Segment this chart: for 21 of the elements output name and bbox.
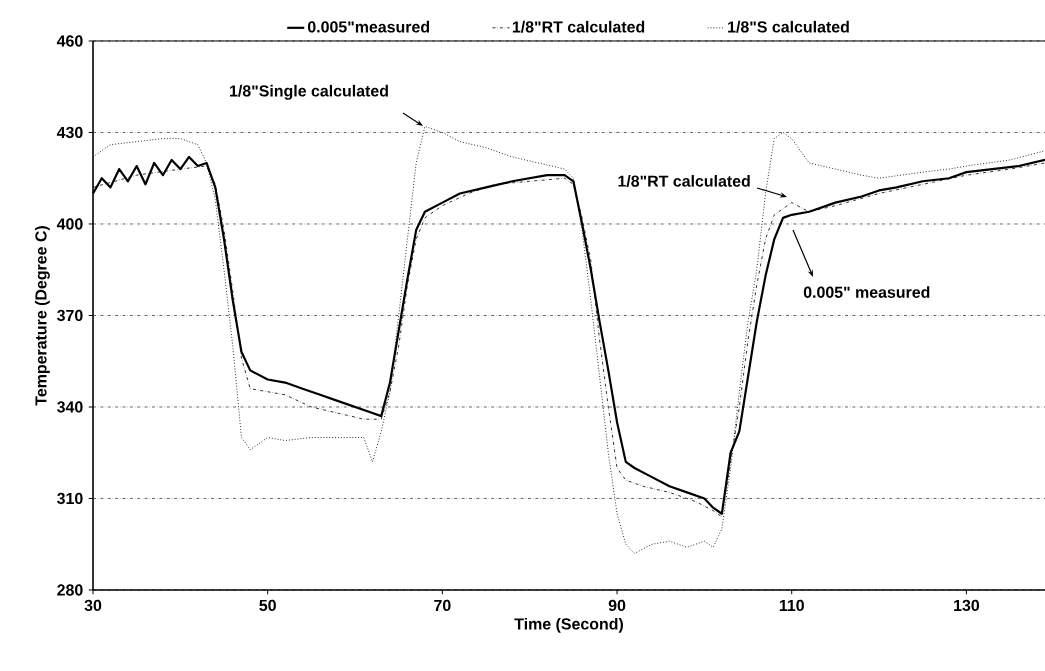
y-tick-label: 340 xyxy=(57,401,83,413)
x-tick-label: 70 xyxy=(434,599,451,612)
y-axis-title: Temperature (Degree C) xyxy=(34,226,50,406)
legend-label: 1/8"RT calculated xyxy=(512,20,645,33)
y-tick-label: 430 xyxy=(56,126,83,139)
annotation: 1/8"RT calculated xyxy=(618,175,750,187)
y-tick-label: 310 xyxy=(57,492,83,505)
x-tick-label: 90 xyxy=(608,599,626,612)
y-tick-label: 460 xyxy=(56,35,83,47)
y-tick-label: 370 xyxy=(57,309,83,322)
x-tick-label: 30 xyxy=(84,599,102,612)
annotation: 0.005" measured xyxy=(803,286,930,298)
x-axis-title: Time (Second) xyxy=(514,617,623,633)
y-tick-label: 280 xyxy=(57,584,83,596)
x-tick-label: 130 xyxy=(954,599,980,612)
x-tick-label: 50 xyxy=(259,599,276,612)
x-tick-label: 110 xyxy=(779,599,804,612)
legend-label: 0.005"measured xyxy=(307,20,430,33)
y-tick-label: 400 xyxy=(56,218,83,230)
legend-label: 1/8"S calculated xyxy=(728,20,849,33)
annotation: 1/8"Single calculated xyxy=(230,84,388,100)
